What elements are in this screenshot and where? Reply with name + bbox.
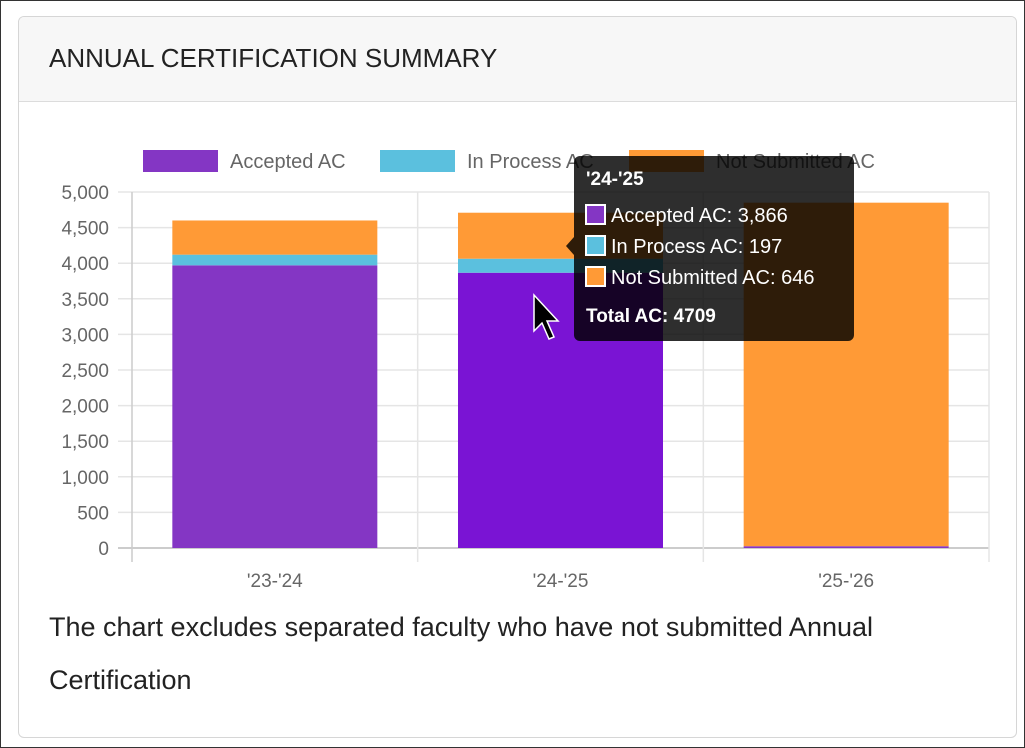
tooltip-item: In Process AC: 197 — [611, 236, 782, 258]
stacked-bar-chart: 0 500 1,000 1,500 2,000 2,500 3,000 3,500 4,000 4… — [61, 150, 990, 592]
annual-certification-card: ANNUAL CERTIFICATION SUMMARY — [18, 16, 1017, 738]
y-tick-label: 2,000 — [61, 397, 109, 418]
x-tick-label: '24-'25 — [533, 571, 589, 592]
tooltip-footer: Total AC: 4709 — [586, 306, 716, 327]
chart-footnote: The chart excludes separated faculty who… — [49, 612, 874, 695]
y-tick-label: 0 — [98, 539, 109, 560]
tooltip-swatch — [585, 266, 606, 287]
legend-label: In Process AC — [467, 151, 594, 173]
tooltip-box — [574, 156, 854, 341]
tooltip-item: Not Submitted AC: 646 — [611, 267, 814, 289]
y-tick-label: 1,000 — [61, 468, 109, 489]
legend-swatch — [380, 150, 455, 172]
bar-segment — [172, 254, 378, 266]
y-tick-label: 2,500 — [61, 361, 109, 382]
bar-segment — [172, 220, 378, 255]
tooltip-caret — [566, 237, 574, 255]
y-tick-label: 1,500 — [61, 432, 109, 453]
bar-segment — [172, 265, 378, 548]
card-header: ANNUAL CERTIFICATION SUMMARY — [19, 17, 1016, 102]
y-tick-label: 3,000 — [61, 325, 109, 346]
card-title: ANNUAL CERTIFICATION SUMMARY — [49, 43, 498, 73]
y-tick-label: 5,000 — [61, 183, 109, 204]
y-tick-label: 4,500 — [61, 219, 109, 240]
x-tick-label: '23-'24 — [247, 571, 303, 592]
mouse-cursor-icon — [533, 293, 560, 340]
legend-swatch — [143, 150, 218, 172]
tooltip-title: '24-'25 — [586, 169, 644, 190]
x-tick-label: '25-'26 — [818, 571, 874, 592]
tooltip-item: Accepted AC: 3,866 — [611, 205, 788, 227]
y-tick-label: 4,000 — [61, 254, 109, 275]
tooltip-swatch — [585, 235, 606, 256]
bar-segment — [743, 546, 949, 548]
legend-label: Accepted AC — [230, 151, 346, 173]
y-tick-label: 500 — [77, 503, 109, 524]
tooltip-swatch — [585, 204, 606, 225]
y-tick-label: 3,500 — [61, 290, 109, 311]
